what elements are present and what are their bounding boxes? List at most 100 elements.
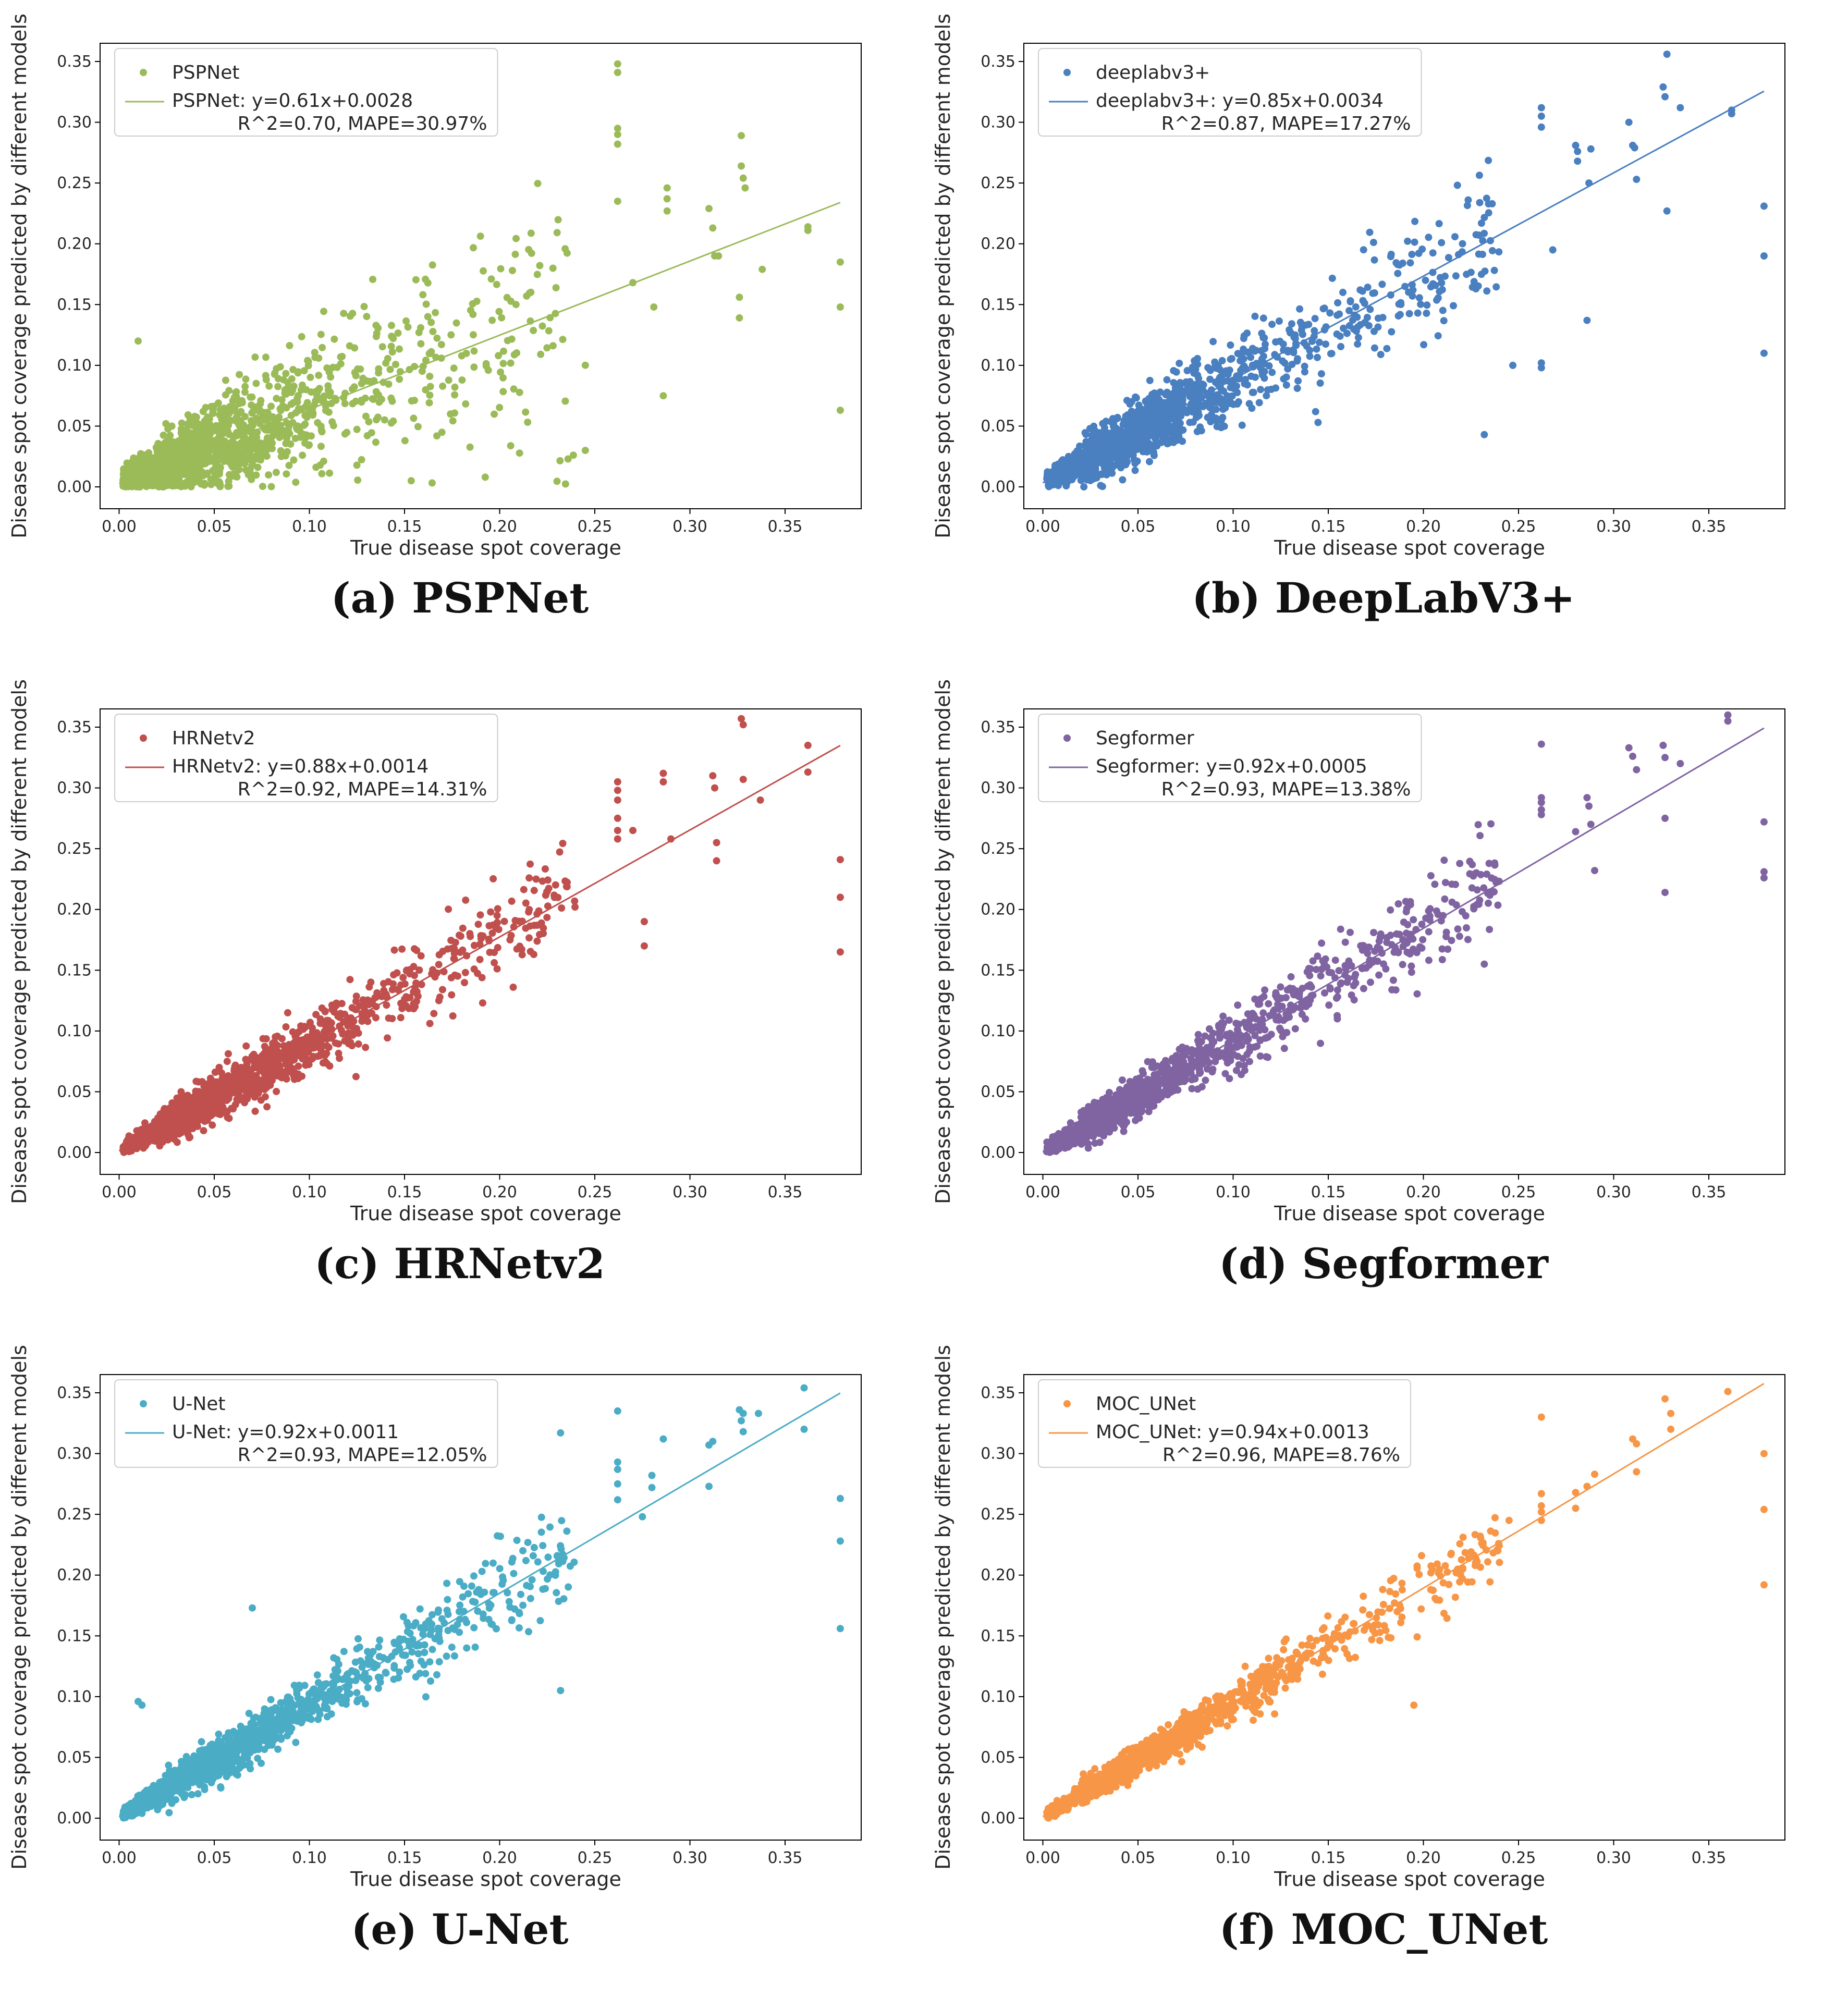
data-point bbox=[302, 402, 310, 410]
data-point bbox=[231, 472, 239, 480]
data-point bbox=[438, 986, 446, 994]
data-point bbox=[1259, 314, 1267, 322]
data-point bbox=[372, 1014, 380, 1022]
data-point bbox=[192, 1077, 200, 1085]
data-point bbox=[1417, 300, 1425, 308]
x-tick-label: 0.30 bbox=[672, 518, 707, 536]
data-point bbox=[516, 388, 523, 396]
data-point bbox=[378, 992, 386, 1000]
data-point bbox=[352, 1073, 360, 1081]
data-point bbox=[306, 1019, 314, 1027]
data-point bbox=[228, 1073, 236, 1081]
y-tick-label: 0.20 bbox=[981, 235, 1015, 253]
data-point bbox=[388, 333, 396, 340]
data-point bbox=[279, 428, 287, 436]
data-point bbox=[427, 318, 435, 326]
data-point bbox=[200, 452, 208, 460]
y-tick-label: 0.00 bbox=[57, 1144, 92, 1162]
data-point bbox=[328, 418, 336, 426]
data-point bbox=[1438, 286, 1446, 293]
data-point bbox=[164, 425, 172, 433]
data-point bbox=[422, 357, 430, 364]
data-point bbox=[1387, 253, 1394, 261]
y-tick-label: 0.25 bbox=[57, 174, 92, 192]
data-point bbox=[300, 431, 308, 438]
data-point bbox=[319, 344, 326, 351]
data-point bbox=[739, 721, 747, 729]
data-point bbox=[1148, 400, 1156, 408]
data-point bbox=[738, 132, 745, 140]
data-point bbox=[1397, 301, 1405, 309]
data-point bbox=[1073, 453, 1081, 460]
data-point bbox=[447, 331, 455, 339]
data-point bbox=[295, 1062, 302, 1070]
data-point bbox=[1301, 368, 1308, 376]
data-point bbox=[161, 1105, 168, 1112]
scatter-chart: 0.00 0.05 0.10 0.15 0.20 0.25 0.30 0.350.000.05… bbox=[932, 14, 1785, 622]
data-point bbox=[1366, 228, 1374, 236]
data-point bbox=[340, 310, 348, 317]
data-point bbox=[383, 1001, 390, 1009]
data-point bbox=[370, 396, 377, 403]
y-axis-label: Disease spot coverage predicted by diffe… bbox=[932, 679, 954, 1204]
data-point bbox=[251, 1082, 259, 1090]
data-point bbox=[293, 398, 301, 406]
data-point bbox=[554, 216, 562, 224]
data-point bbox=[447, 974, 455, 982]
data-point bbox=[1378, 280, 1386, 288]
data-point bbox=[522, 924, 530, 932]
data-point bbox=[405, 1004, 413, 1012]
data-point bbox=[196, 440, 204, 448]
data-point bbox=[222, 412, 229, 420]
data-point bbox=[1192, 365, 1200, 373]
data-point bbox=[396, 345, 403, 353]
data-point bbox=[836, 303, 844, 311]
data-point bbox=[187, 430, 195, 437]
data-point bbox=[531, 922, 538, 929]
data-point bbox=[326, 469, 334, 477]
data-point bbox=[430, 1010, 438, 1018]
data-point bbox=[356, 1002, 363, 1010]
data-point bbox=[663, 207, 671, 215]
data-point bbox=[1251, 312, 1259, 320]
data-point bbox=[511, 250, 519, 258]
y-tick-label: 0.05 bbox=[57, 417, 92, 435]
data-point bbox=[273, 365, 280, 373]
data-point bbox=[493, 918, 501, 926]
data-point bbox=[329, 1032, 337, 1040]
data-point bbox=[156, 1130, 164, 1137]
data-point bbox=[736, 293, 743, 301]
data-point bbox=[393, 969, 401, 977]
data-point bbox=[300, 421, 308, 429]
data-point bbox=[1509, 361, 1516, 369]
data-point bbox=[222, 391, 229, 399]
data-point bbox=[248, 401, 255, 409]
data-point bbox=[256, 1077, 264, 1085]
data-point bbox=[663, 184, 671, 192]
data-point bbox=[263, 1076, 271, 1084]
data-point bbox=[271, 1038, 278, 1046]
data-point bbox=[659, 778, 667, 786]
data-point bbox=[509, 267, 516, 274]
data-point bbox=[1360, 246, 1367, 254]
data-point bbox=[454, 972, 461, 980]
data-point bbox=[1440, 317, 1448, 325]
data-point bbox=[349, 310, 357, 317]
data-point bbox=[1277, 983, 1284, 991]
y-tick-label: 0.05 bbox=[57, 1083, 92, 1101]
data-point bbox=[352, 397, 360, 405]
data-point bbox=[470, 347, 478, 355]
data-point bbox=[1728, 110, 1735, 118]
data-point bbox=[614, 787, 621, 794]
data-point bbox=[474, 921, 482, 928]
data-point bbox=[499, 360, 507, 367]
data-point bbox=[1296, 305, 1304, 313]
data-point bbox=[432, 309, 439, 316]
data-point bbox=[300, 367, 308, 375]
data-point bbox=[1099, 420, 1107, 427]
data-point bbox=[478, 974, 486, 982]
data-point bbox=[713, 839, 720, 847]
data-point bbox=[1572, 141, 1580, 149]
data-point bbox=[335, 1040, 342, 1048]
